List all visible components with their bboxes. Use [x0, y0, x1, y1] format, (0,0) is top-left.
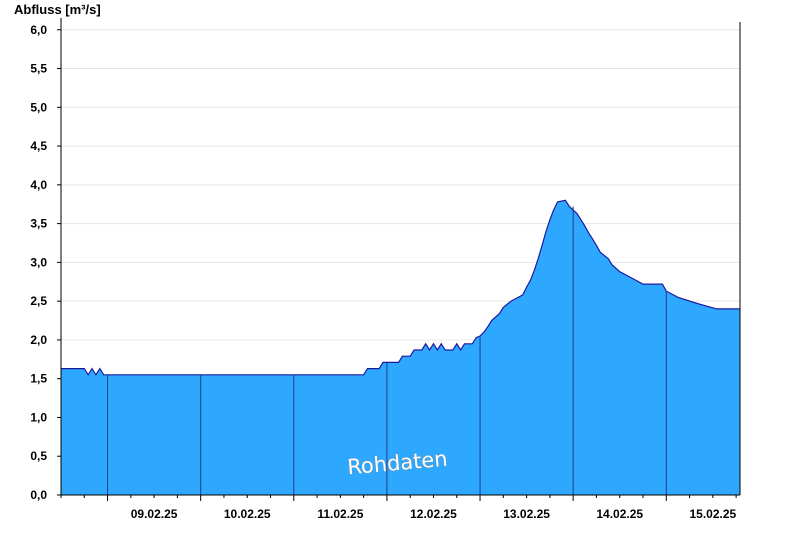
- y-tick-label: 3,0: [30, 255, 47, 269]
- y-tick-label: 1,5: [30, 372, 47, 386]
- x-tick-label: 11.02.25: [317, 507, 363, 521]
- y-tick-label: 2,0: [30, 333, 47, 347]
- x-tick-label: 15.02.25: [689, 507, 736, 521]
- y-tick-label: 5,5: [30, 62, 47, 76]
- plot-frame: [60, 18, 741, 496]
- y-tick-label: 3,5: [30, 217, 47, 231]
- discharge-line: [61, 199, 740, 376]
- y-tick-label: 1,0: [30, 410, 47, 424]
- x-tick-label: 09.02.25: [131, 507, 178, 521]
- discharge-area: [61, 200, 740, 496]
- y-tick-label: 4,5: [30, 139, 47, 153]
- y-tick-label: 2,5: [30, 294, 47, 308]
- x-tick-label: 10.02.25: [224, 507, 271, 521]
- y-axis-title: Abfluss [m³/s]: [14, 2, 101, 17]
- y-tick-label: 6,0: [30, 23, 47, 37]
- y-tick-label: 0,0: [30, 488, 47, 502]
- x-tick-label: 12.02.25: [410, 507, 457, 521]
- y-tick-label: 5,0: [30, 100, 47, 114]
- x-axis-ticks: 09.02.25 10.02.25 11.02.25 12.02.25 13.02.25…: [60, 495, 737, 521]
- y-tick-label: 4,0: [30, 178, 47, 192]
- x-tick-label: 13.02.25: [503, 507, 550, 521]
- x-tick-label: 14.02.25: [596, 507, 643, 521]
- day-separator-lines: [107, 206, 667, 495]
- y-tick-label: 0,5: [30, 449, 47, 463]
- y-axis-ticks: 0,0 0,5 1,0 1,5 2,0 2,5 3,0 3,5 4,0 4,5 5,0 5,5 6,0: [30, 23, 61, 502]
